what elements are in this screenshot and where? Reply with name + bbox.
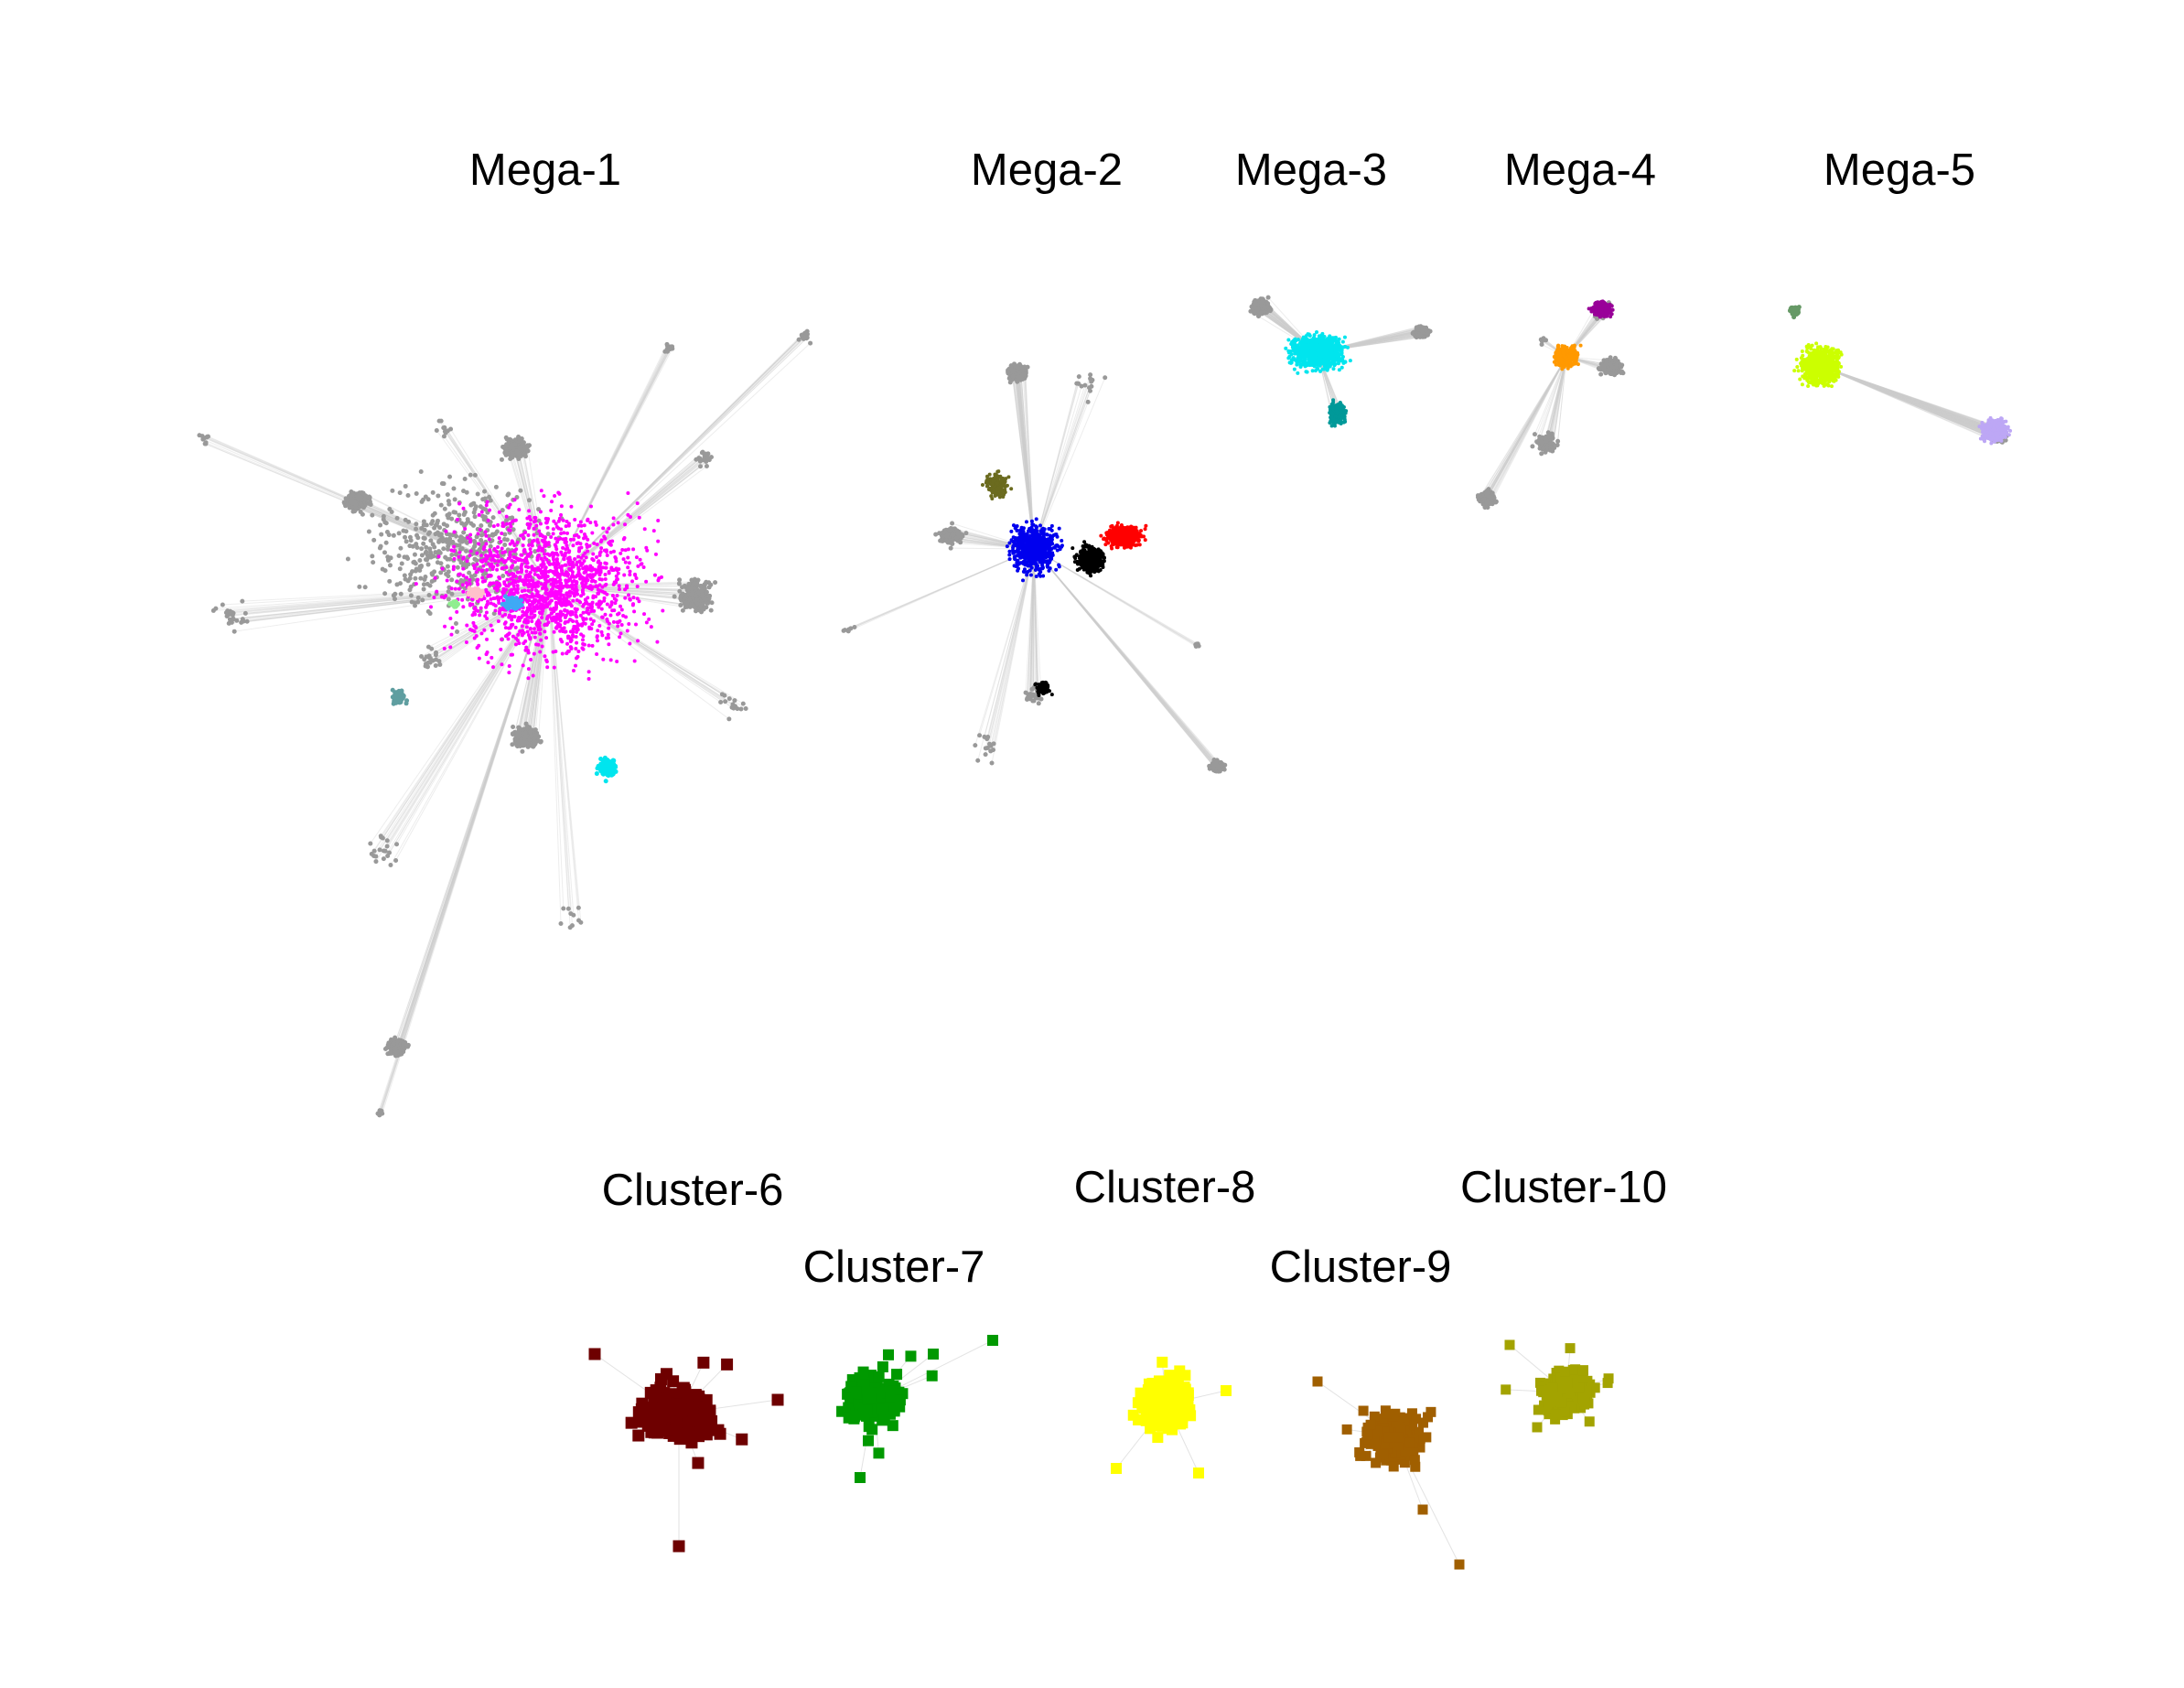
- cluster-10-graph: [1501, 1339, 1614, 1433]
- label-mega-4: Mega-4: [1504, 145, 1656, 195]
- gray-module: [499, 434, 533, 462]
- outlier-nodes: [588, 1348, 784, 1553]
- community-sage: [1788, 305, 1802, 320]
- community-red: [1099, 521, 1148, 551]
- outlier-nodes: [843, 1335, 998, 1483]
- community-olive: [980, 469, 1014, 500]
- community-teal: [1328, 398, 1349, 428]
- mega-5-graph: [1788, 305, 2013, 446]
- cluster-8-graph: [1111, 1356, 1232, 1478]
- label-mega-5: Mega-5: [1824, 145, 1975, 195]
- community-green: [447, 598, 461, 609]
- edges: [1820, 365, 2007, 443]
- community-blue: [500, 594, 524, 611]
- label-mega-1: Mega-1: [469, 145, 621, 195]
- label-cluster-10: Cluster-10: [1460, 1163, 1667, 1212]
- community-pink: [466, 586, 485, 601]
- gray-module: [1248, 296, 1274, 318]
- label-cluster-8: Cluster-8: [1074, 1163, 1256, 1212]
- community-black-small: [1033, 680, 1054, 697]
- labels: Mega-1 Mega-2 Mega-3 Mega-4 Mega-5 Clust…: [469, 145, 1975, 1292]
- cluster-7-graph: [836, 1335, 998, 1483]
- cluster-6-graph: [588, 1348, 784, 1553]
- community-orange: [1552, 343, 1583, 371]
- gray-module: [672, 576, 718, 615]
- gray-module: [1534, 434, 1557, 454]
- community-lavender: [1977, 415, 2013, 446]
- outlier-nodes: [1111, 1356, 1232, 1478]
- mega-1-graph: [197, 328, 813, 1118]
- mega-4-graph: [1475, 299, 1626, 511]
- label-mega-3: Mega-3: [1235, 145, 1387, 195]
- label-cluster-7: Cluster-7: [803, 1242, 985, 1292]
- gray-module: [1207, 757, 1228, 774]
- community-lime: [1792, 341, 1844, 389]
- gray-module: [510, 721, 543, 754]
- label-cluster-6: Cluster-6: [602, 1166, 784, 1215]
- gray-module: [341, 489, 372, 514]
- label-cluster-9: Cluster-9: [1270, 1242, 1452, 1292]
- gray-module: [1006, 361, 1030, 385]
- community-magenta: [414, 489, 665, 681]
- network-graphs: [197, 295, 2013, 1570]
- cluster-9-graph: [1312, 1376, 1465, 1570]
- gray-module: [1596, 355, 1625, 377]
- outlier-nodes: [1501, 1339, 1614, 1433]
- mega-3-graph: [1248, 295, 1433, 428]
- label-mega-2: Mega-2: [971, 145, 1123, 195]
- mega-2-graph: [841, 361, 1228, 774]
- community-cyan: [1284, 330, 1352, 375]
- community-blue: [1005, 517, 1064, 583]
- community-black: [1070, 540, 1106, 578]
- community-purple: [1587, 299, 1615, 319]
- community-teal: [390, 687, 410, 706]
- outlier-nodes: [1312, 1376, 1465, 1570]
- gray-module: [1410, 324, 1433, 339]
- community-cyan: [594, 755, 619, 784]
- gray-module: [933, 526, 969, 546]
- gray-core: [345, 469, 565, 642]
- gray-module: [1475, 487, 1499, 511]
- gray-module: [382, 1035, 411, 1059]
